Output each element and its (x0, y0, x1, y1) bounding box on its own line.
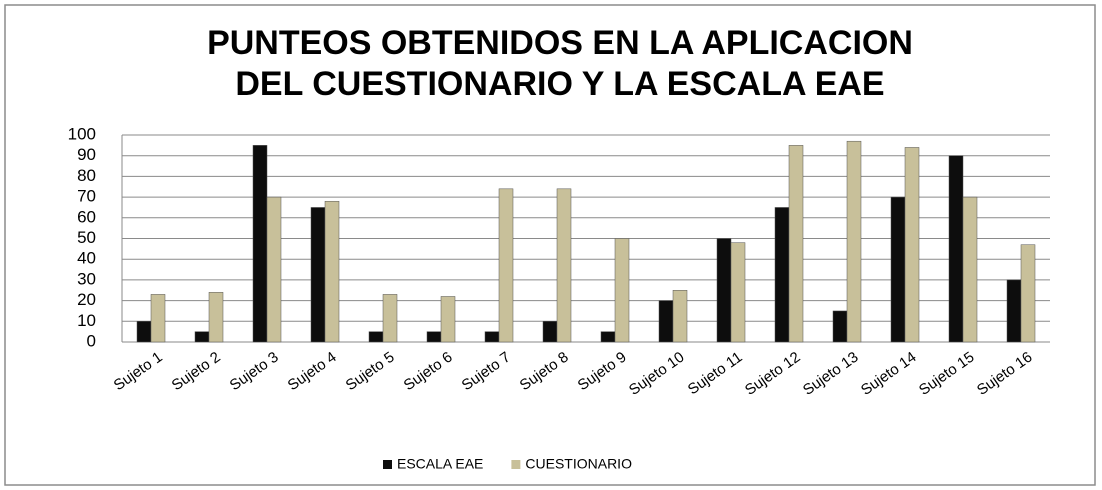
bar (1006, 279, 1022, 343)
bar (672, 290, 688, 343)
y-tick-label: 90 (77, 145, 96, 164)
bar (426, 331, 442, 343)
chart-title: PUNTEOS OBTENIDOS EN LA APLICACION (207, 24, 913, 62)
bar (962, 196, 978, 343)
bar (832, 310, 848, 343)
bar (904, 147, 920, 343)
bar (498, 188, 514, 343)
bar (194, 331, 210, 343)
y-tick-label: 70 (77, 187, 96, 206)
chart-title: DEL CUESTIONARIO Y LA ESCALA EAE (235, 65, 884, 103)
bar (368, 331, 384, 343)
y-tick-label: 100 (68, 124, 96, 143)
legend-swatch (511, 460, 521, 469)
y-tick-label: 10 (77, 311, 96, 330)
bar (658, 300, 674, 343)
bar (1020, 244, 1036, 343)
bar (556, 188, 572, 343)
bar (846, 140, 862, 343)
y-tick-label: 0 (87, 331, 96, 350)
bar (382, 294, 398, 343)
bar (440, 296, 456, 343)
y-tick-label: 30 (77, 269, 96, 288)
bar (136, 321, 152, 343)
bar (614, 238, 630, 343)
y-tick-label: 50 (77, 228, 96, 247)
bar (542, 321, 558, 343)
bar (890, 196, 906, 343)
legend-label: CUESTIONARIO (525, 456, 632, 472)
bar (266, 196, 282, 343)
legend-swatch (383, 460, 392, 469)
bar (208, 292, 224, 343)
bar (788, 145, 804, 343)
bar (484, 331, 500, 343)
bar (948, 155, 964, 343)
y-tick-label: 20 (77, 290, 96, 309)
bar (252, 145, 268, 343)
bar (600, 331, 616, 343)
bar (716, 238, 732, 343)
y-tick-label: 80 (77, 166, 96, 185)
bar (150, 294, 166, 343)
bar (730, 242, 746, 343)
bar (774, 207, 790, 343)
bar (310, 207, 326, 343)
y-tick-label: 40 (77, 249, 96, 268)
legend-label: ESCALA EAE (397, 456, 483, 472)
y-tick-label: 60 (77, 207, 96, 226)
bar (324, 200, 340, 343)
